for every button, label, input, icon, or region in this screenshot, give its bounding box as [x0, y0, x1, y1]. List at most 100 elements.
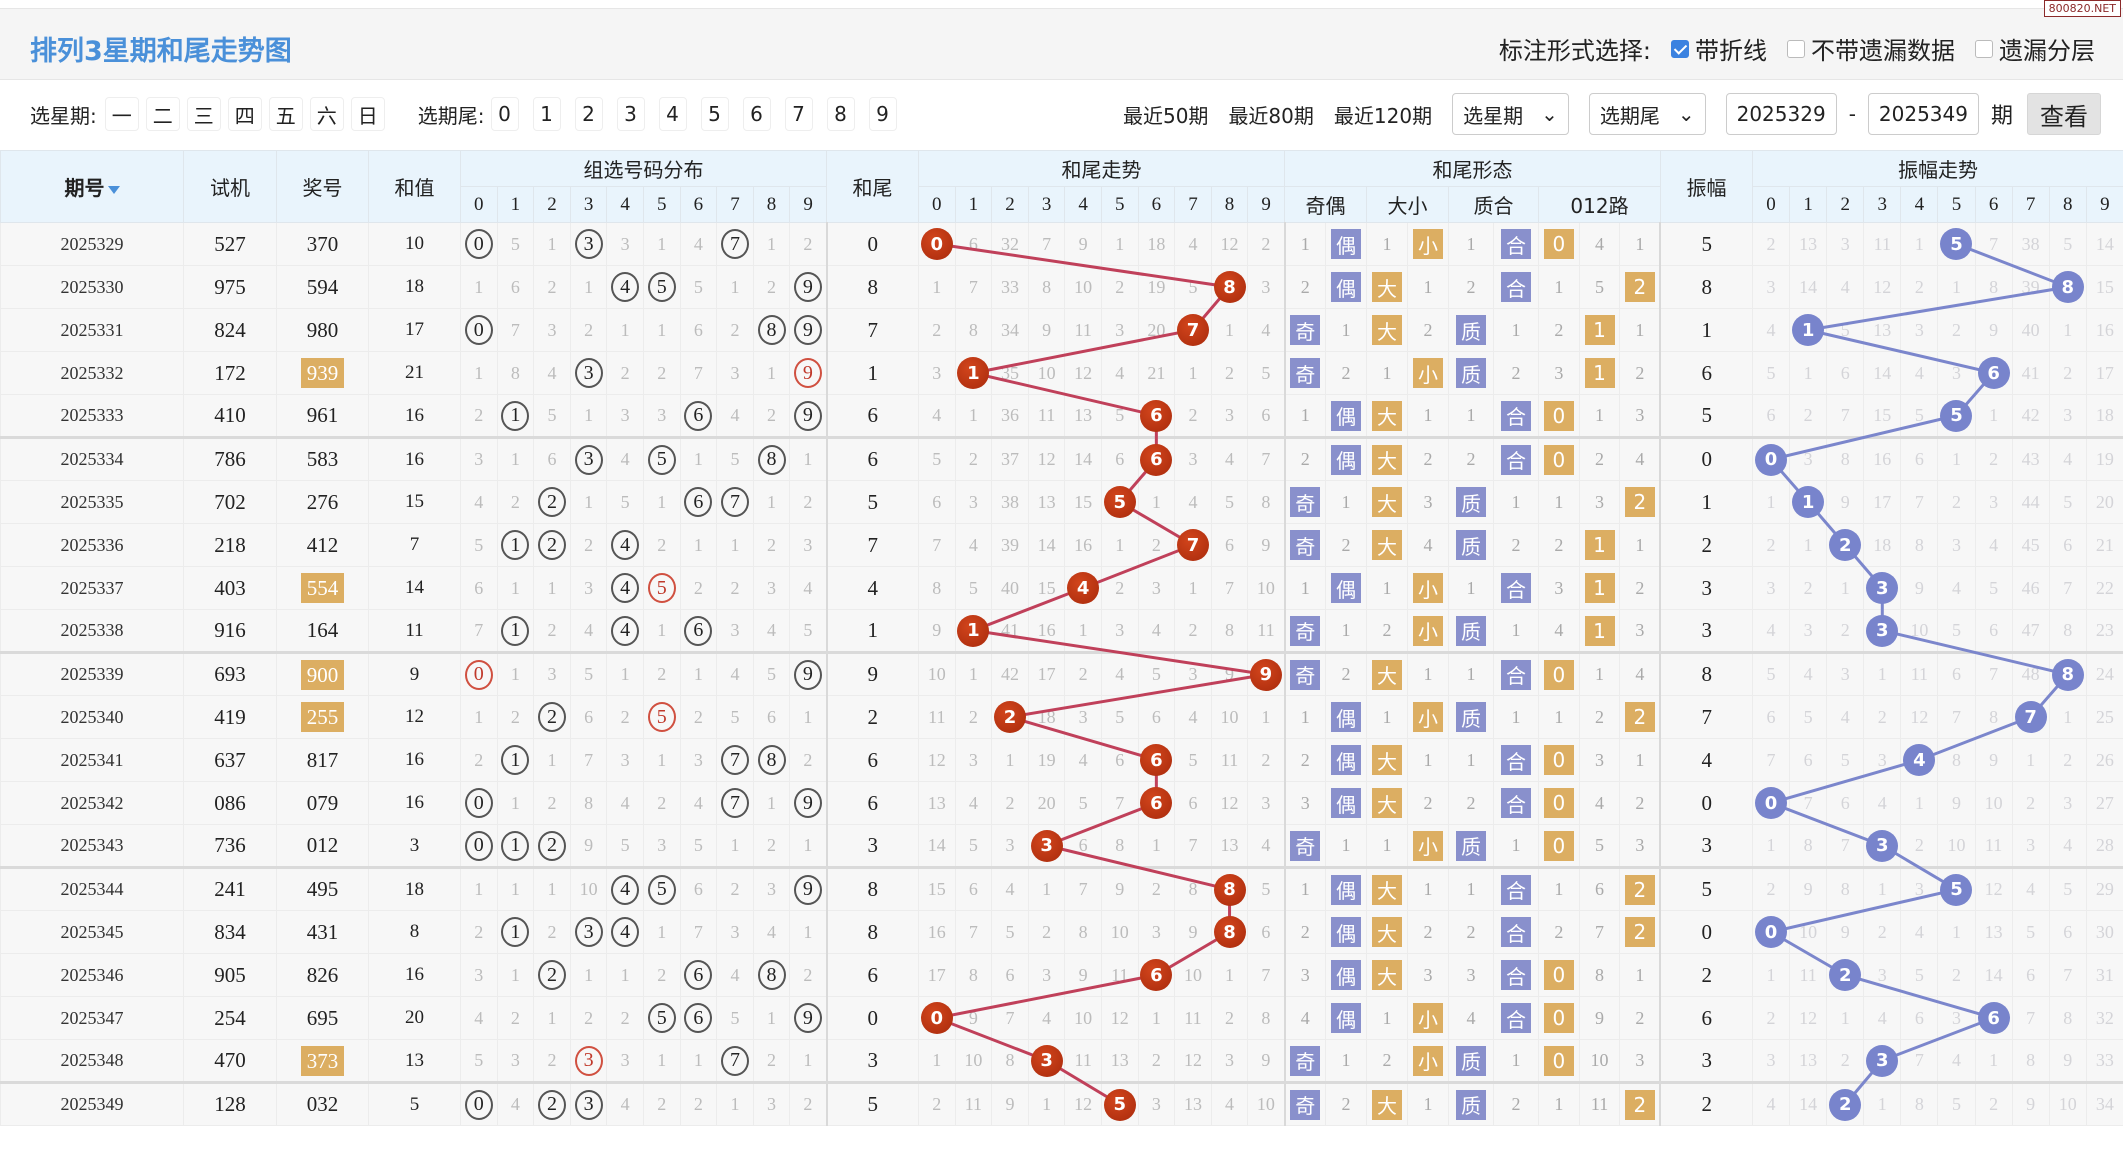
- dist-hit-circle: 0: [464, 659, 493, 690]
- big-small-badge: 大: [1372, 788, 1402, 818]
- tail-button[interactable]: 6: [742, 97, 771, 131]
- tail-trend-omission-cell: 9: [1210, 651, 1249, 696]
- dist-hit-circle: 1: [501, 530, 530, 560]
- tail-cell: 4: [826, 566, 919, 610]
- amp-trend-omission-cell: 6: [1937, 651, 1976, 696]
- weekday-button[interactable]: 五: [268, 97, 303, 131]
- road-badge: 2: [1624, 702, 1655, 732]
- tail-button[interactable]: 9: [868, 97, 897, 131]
- recent-120-link[interactable]: 最近120期: [1333, 103, 1433, 128]
- big-small-badge: 大: [1372, 659, 1402, 690]
- dist-omission-cell: 4: [606, 436, 644, 481]
- dist-omission-cell: 2: [679, 695, 718, 739]
- dist-hit-circle: 9: [793, 272, 822, 302]
- header-period[interactable]: 期号: [0, 150, 184, 223]
- dist-omission-cell: 3: [716, 910, 754, 954]
- amp-ball: 6: [1977, 357, 2010, 389]
- weekday-button[interactable]: 日: [350, 97, 385, 131]
- sort-arrow-icon[interactable]: [107, 185, 120, 194]
- dist-omission-cell: 1: [460, 695, 498, 739]
- amp-trend-omission-cell: 45: [2011, 523, 2050, 567]
- amp-trend-hit-cell: 1: [1789, 480, 1828, 524]
- header-prize: 奖号: [276, 150, 369, 223]
- tail-trend-omission-cell: 8: [1174, 866, 1212, 911]
- test-number-cell: 824: [183, 308, 277, 352]
- road-badge: 1: [1584, 615, 1615, 646]
- option-no-omission[interactable]: 不带遗漏数据: [1787, 31, 1955, 66]
- checkbox-icon[interactable]: [1975, 39, 1993, 58]
- table-row: 2025347 254 695 20 4 2 1 2 2 5 6 5 1 9 0 0 9 7 4 10 12 1 11 2 8 4…: [0, 996, 2123, 1040]
- tail-button[interactable]: 2: [574, 97, 603, 131]
- tail-trend-omission-cell: 6: [1100, 738, 1139, 782]
- road-count-cell: 11: [1578, 1081, 1621, 1126]
- weekday-button[interactable]: 二: [145, 97, 180, 131]
- tail-button[interactable]: 8: [826, 97, 855, 131]
- tail-select[interactable]: 选期尾 ⌄: [1588, 93, 1706, 135]
- shape-count-cell: 2: [1448, 781, 1494, 825]
- tail-ball: 1: [957, 357, 990, 389]
- big-small-badge: 大: [1372, 400, 1402, 431]
- amp-trend-omission-cell: 1: [1751, 953, 1791, 997]
- weekday-button[interactable]: 六: [309, 97, 344, 131]
- dist-hit-cell: 8: [752, 308, 791, 352]
- prime-composite-badge: 合: [1501, 745, 1531, 775]
- amp-trend-omission-cell: 34: [2085, 1081, 2123, 1126]
- amp-trend-omission-cell: 6: [2048, 523, 2087, 567]
- amp-trend-hit-cell: 2: [1826, 523, 1865, 567]
- checkbox-icon[interactable]: [1671, 39, 1689, 58]
- amp-trend-omission-cell: 7: [2048, 566, 2087, 610]
- dist-omission-cell: 1: [679, 651, 718, 696]
- dist-omission-cell: 2: [789, 738, 828, 782]
- dist-omission-cell: 1: [716, 1081, 754, 1126]
- amp-trend-omission-cell: 2: [2011, 781, 2050, 825]
- tail-cell: 3: [826, 1039, 919, 1083]
- tail-trend-omission-cell: 7: [991, 996, 1029, 1040]
- tail-trend-hit-cell: 5: [1100, 480, 1139, 524]
- tail-trend-omission-cell: 2: [1137, 1039, 1176, 1083]
- amp-trend-omission-cell: 4: [2048, 436, 2087, 481]
- checkbox-icon[interactable]: [1787, 39, 1805, 58]
- shape-badge-cell: 大: [1366, 394, 1408, 438]
- tail-trend-omission-cell: 3: [1137, 1081, 1176, 1126]
- amp-trend-omission-cell: 7: [1789, 781, 1828, 825]
- dist-omission-cell: 1: [642, 738, 681, 782]
- tail-button[interactable]: 1: [532, 97, 561, 131]
- period-from-input[interactable]: 2025329: [1725, 93, 1837, 135]
- tail-button[interactable]: 5: [700, 97, 729, 131]
- recent-80-link[interactable]: 最近80期: [1228, 103, 1314, 128]
- dist-omission-cell: 4: [752, 910, 791, 954]
- road-badge: 1: [1584, 530, 1615, 560]
- tail-trend-omission-cell: 4: [954, 523, 993, 567]
- amp-trend-hit-cell: 6: [1974, 351, 2013, 395]
- recent-50-link[interactable]: 最近50期: [1122, 103, 1209, 128]
- tail-trend-hit-cell: 0: [918, 996, 956, 1040]
- period-to-input[interactable]: 2025349: [1867, 93, 1979, 135]
- tail-button[interactable]: 0: [490, 97, 519, 131]
- prime-composite-badge: 质: [1456, 315, 1486, 345]
- tail-button[interactable]: 4: [658, 97, 687, 131]
- amp-trend-omission-cell: 2: [1937, 308, 1976, 352]
- dist-hit-circle: 9: [793, 874, 822, 905]
- dist-omission-cell: 2: [496, 480, 535, 524]
- prize-number: 961: [306, 403, 339, 427]
- prime-composite-badge: 质: [1456, 830, 1486, 861]
- road-count-cell: 4: [1619, 436, 1662, 481]
- option-omission-layer[interactable]: 遗漏分层: [1975, 31, 2095, 66]
- amp-trend-omission-cell: 48: [2011, 651, 2050, 696]
- tail-ball: 5: [1103, 1088, 1136, 1121]
- dist-hit-cell: 6: [679, 953, 718, 997]
- view-button[interactable]: 查看: [2027, 93, 2101, 135]
- weekday-button[interactable]: 四: [227, 97, 262, 131]
- weekday-button[interactable]: 三: [186, 97, 221, 131]
- dist-hit-cell: 7: [716, 222, 754, 266]
- tail-button[interactable]: 3: [616, 97, 645, 131]
- dist-hit-circle: 7: [720, 788, 749, 818]
- dist-omission-cell: 5: [606, 480, 644, 524]
- tail-trend-omission-cell: 5: [1247, 866, 1286, 911]
- period-cell: 2025343: [0, 824, 184, 868]
- option-with-line[interactable]: 带折线: [1671, 31, 1767, 66]
- weekday-select[interactable]: 选星期 ⌄: [1452, 93, 1569, 135]
- weekday-button[interactable]: 一: [104, 97, 139, 131]
- dist-hit-circle: 6: [684, 615, 713, 646]
- tail-button[interactable]: 7: [784, 97, 813, 131]
